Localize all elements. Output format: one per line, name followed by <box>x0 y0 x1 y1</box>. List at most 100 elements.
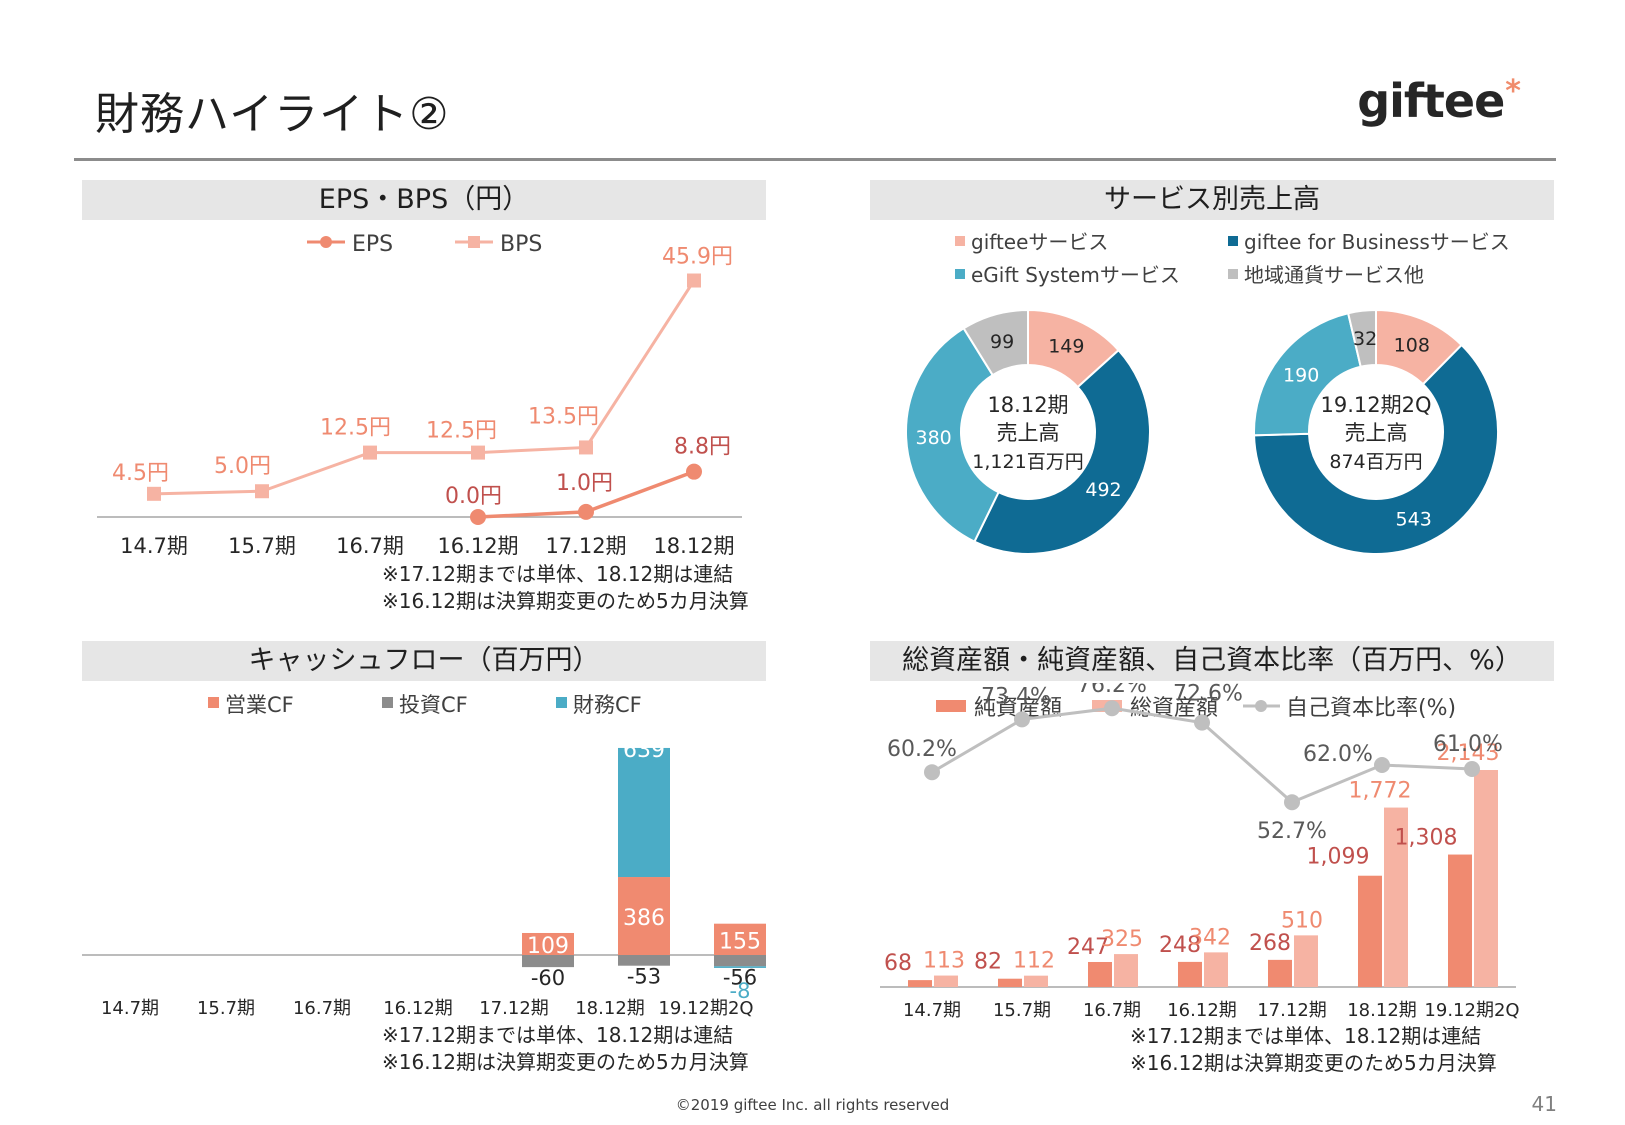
bps-point <box>147 486 161 501</box>
eps-bps-chart: EPS BPS 4.5円 5.0円 12.5円 12.5円 13.5円 45.9円 0.0円 1.… <box>97 232 749 613</box>
bps-point <box>363 445 377 460</box>
donut-center-label: 19.12期2Q <box>1320 393 1431 417</box>
operating-cf-bar <box>618 877 670 955</box>
legend-label: gifteeサービス <box>971 230 1108 254</box>
legend-swatch <box>936 700 966 712</box>
net-assets-bar <box>998 978 1022 987</box>
donut-center-label: 18.12期 <box>987 393 1068 417</box>
total-assets-bar <box>1024 975 1048 987</box>
footnote: ※17.12期までは単体、18.12期は連結 <box>382 562 733 586</box>
eps-data-label: 1.0円 <box>556 471 613 496</box>
x-tick-label: 15.7期 <box>993 1000 1051 1021</box>
slice-label: 492 <box>1085 479 1121 501</box>
x-tick-label: 17.12期 <box>479 998 549 1019</box>
equity-ratio-label: 73.4% <box>981 684 1051 709</box>
x-tick-label: 18.12期 <box>653 534 734 558</box>
eps-data-label: 0.0円 <box>445 484 502 509</box>
donut-slice <box>1253 343 1499 555</box>
footnote: ※16.12期は決算期変更のため5カ月決算 <box>382 589 749 613</box>
page-number: 41 <box>1531 1092 1557 1116</box>
operating-cf-label: 386 <box>623 906 665 931</box>
x-tick-label: 14.7期 <box>120 534 188 558</box>
x-tick-label: 16.7期 <box>293 998 351 1019</box>
slice-label: 149 <box>1048 336 1084 358</box>
bps-data-label: 12.5円 <box>320 416 391 441</box>
legend-swatch <box>1228 269 1238 279</box>
donut-center-label: 売上高 <box>997 421 1060 445</box>
copyright: ©2019 giftee Inc. all rights reserved <box>675 1096 950 1114</box>
net-assets-label: 82 <box>974 950 1002 975</box>
donut-center-label: 売上高 <box>1345 421 1408 445</box>
x-tick-label: 18.12期 <box>575 998 645 1019</box>
equity-ratio-point <box>1104 700 1120 717</box>
equity-ratio-point <box>1014 711 1030 728</box>
financing-cf-bar <box>714 966 766 968</box>
net-assets-bar <box>1088 961 1112 987</box>
bps-data-label: 13.5円 <box>528 404 599 429</box>
legend-label: 営業CF <box>225 693 294 717</box>
net-assets-label: 1,308 <box>1395 826 1458 851</box>
cashflow-panel-title: キャッシュフロー（百万円） <box>82 641 766 681</box>
slice-label: 543 <box>1396 509 1432 531</box>
giftee-logo: giftee* <box>1357 74 1521 128</box>
equity-ratio-point <box>1284 794 1300 811</box>
investing-cf-label: -53 <box>627 965 661 989</box>
legend-label: 投資CF <box>399 693 468 717</box>
eps-data-label: 8.8円 <box>674 435 731 460</box>
x-tick-label: 16.12期 <box>1167 1000 1237 1021</box>
legend-swatch <box>1228 236 1238 246</box>
bps-data-label: 4.5円 <box>112 461 169 486</box>
slice-label: 190 <box>1283 364 1319 386</box>
slice-label: 108 <box>1394 335 1430 357</box>
net-assets-bar <box>1448 854 1472 987</box>
legend-bps-label: BPS <box>500 232 542 257</box>
operating-cf-bar <box>522 932 574 955</box>
bps-point <box>579 440 593 455</box>
total-assets-bar <box>1294 935 1318 987</box>
total-assets-label: 510 <box>1281 908 1323 933</box>
bps-data-label: 12.5円 <box>426 419 497 444</box>
x-tick-label: 19.12期2Q <box>1424 1000 1519 1021</box>
donut-slice <box>1346 308 1377 368</box>
eps-point <box>470 509 486 525</box>
legend-label: 地域通貨サービス他 <box>1244 263 1424 287</box>
legend-label: eGift Systemサービス <box>971 263 1180 287</box>
net-assets-label: 247 <box>1067 935 1109 960</box>
equity-ratio-point <box>1194 714 1210 731</box>
sales-panel-title: サービス別売上高 <box>870 180 1554 220</box>
eps-point <box>686 463 702 480</box>
logo-asterisk: * <box>1505 74 1521 109</box>
total-assets-label: 1,772 <box>1349 779 1412 804</box>
net-assets-bar <box>1358 875 1382 987</box>
legend-label: 自己資本比率(%) <box>1286 696 1456 721</box>
footnote: ※16.12期は決算期変更のため5カ月決算 <box>1130 1051 1497 1075</box>
net-assets-label: 68 <box>884 951 912 976</box>
net-assets-label: 268 <box>1249 931 1291 956</box>
financing-cf-bar <box>618 747 670 878</box>
total-assets-label: 325 <box>1101 927 1143 952</box>
total-assets-label: 113 <box>923 949 965 974</box>
cashflow-chart: 営業CF 投資CF 財務CF 14.7期 15.7期 16.7期 16.12期 17.12期 1… <box>82 693 766 1074</box>
investing-cf-label: -56 <box>723 965 757 989</box>
equity-ratio-point <box>1464 761 1480 777</box>
investing-cf-label: -60 <box>531 966 565 990</box>
x-tick-label: 17.12期 <box>545 534 626 558</box>
x-tick-label: 16.12期 <box>383 998 453 1019</box>
x-tick-label: 15.7期 <box>197 998 255 1019</box>
donut-slice <box>962 308 1029 377</box>
net-assets-bar <box>1268 959 1292 987</box>
equity-ratio-label: 61.0% <box>1433 732 1503 757</box>
legend-swatch <box>955 269 965 279</box>
bps-point <box>687 273 701 288</box>
x-tick-label: 14.7期 <box>903 1000 961 1021</box>
legend-label: 財務CF <box>573 693 642 717</box>
donut-center-label: 1,121百万円 <box>972 451 1083 473</box>
total-assets-label: 342 <box>1189 925 1231 950</box>
x-tick-label: 18.12期 <box>1347 1000 1417 1021</box>
operating-cf-label: 109 <box>527 934 569 959</box>
eps-bps-panel-title: EPS・BPS（円） <box>82 180 766 220</box>
bps-point <box>255 484 269 499</box>
footnote: ※17.12期までは単体、18.12期は連結 <box>1130 1024 1481 1048</box>
x-tick-label: 14.7期 <box>101 998 159 1019</box>
